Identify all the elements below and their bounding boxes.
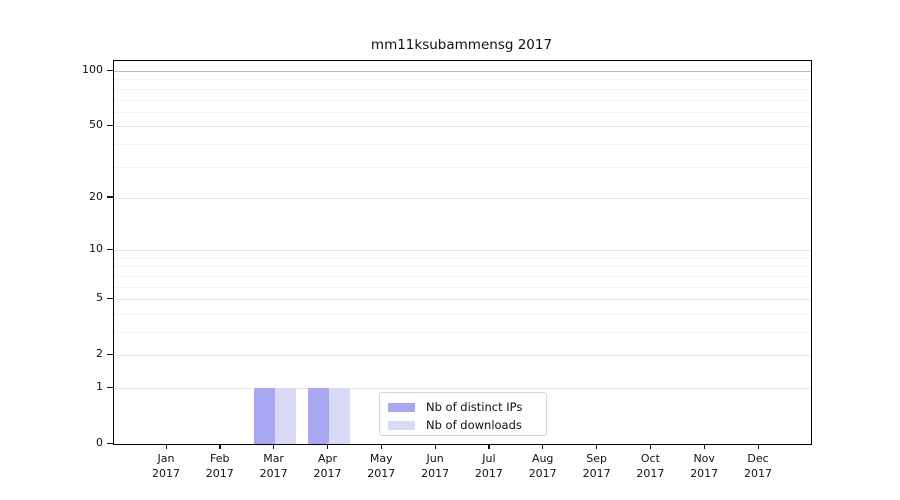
x-tick-label-oct: Oct 2017: [636, 452, 665, 480]
plot-area: Nb of distinct IPs Nb of downloads: [113, 60, 812, 445]
x-tick-mark: [596, 444, 598, 450]
legend-label-downloads: Nb of downloads: [426, 418, 522, 432]
x-tick-label-sep: Sep 2017: [582, 452, 611, 480]
x-tick-label-jun: Jun 2017: [421, 452, 450, 480]
x-tick-label-feb: Feb 2017: [205, 452, 234, 480]
y-tick-mark: [107, 297, 113, 299]
gridline-major: [114, 388, 811, 389]
gridline-minor: [114, 286, 811, 288]
y-tick-label: 100: [82, 63, 103, 76]
chart-title: mm11ksubammensg 2017: [370, 37, 553, 53]
legend-item-downloads: Nb of downloads: [388, 417, 537, 433]
y-tick-mark: [107, 248, 113, 250]
gridline-major: [114, 250, 811, 252]
gridline-minor: [114, 111, 811, 113]
x-tick-mark: [434, 444, 436, 450]
x-tick-mark: [757, 444, 759, 450]
gridline-minor: [114, 166, 811, 168]
gridline-minor: [114, 257, 811, 259]
x-tick-label-jul: Jul 2017: [474, 452, 503, 480]
gridline-minor: [114, 79, 811, 81]
gridline-major: [114, 197, 811, 199]
y-tick-mark: [107, 442, 113, 444]
y-tick-mark: [107, 124, 113, 126]
x-tick-label-mar: Mar 2017: [259, 452, 288, 480]
legend-item-distinct-ips: Nb of distinct IPs: [388, 399, 537, 415]
gridline-major: [114, 126, 811, 128]
gridline-major: [114, 71, 811, 72]
x-tick-mark: [273, 444, 275, 450]
x-tick-label-jan: Jan 2017: [152, 452, 180, 480]
x-tick-label-dec: Dec 2017: [744, 452, 772, 480]
y-tick-label: 20: [89, 189, 103, 203]
y-tick-mark: [107, 386, 113, 388]
y-tick-mark: [107, 69, 113, 71]
x-tick-mark: [219, 444, 221, 450]
legend-label-distinct-ips: Nb of distinct IPs: [426, 400, 523, 414]
y-tick-mark: [107, 353, 113, 355]
gridline-minor: [114, 143, 811, 145]
x-tick-mark: [649, 444, 652, 450]
gridline-minor: [114, 88, 811, 90]
x-tick-label-nov: Nov 2017: [690, 452, 719, 480]
x-tick-mark: [488, 444, 490, 450]
legend: Nb of distinct IPs Nb of downloads: [379, 392, 547, 436]
y-tick-label: 50: [89, 118, 103, 132]
bar-distinct-ips-mar: [253, 388, 275, 444]
gridline-minor: [114, 332, 811, 333]
y-tick-label: 5: [96, 291, 103, 305]
gridline-minor: [114, 275, 811, 277]
legend-swatch-downloads: [388, 420, 415, 430]
gridline-major: [114, 299, 811, 301]
x-tick-label-may: May 2017: [367, 452, 396, 480]
x-tick-mark: [165, 444, 167, 450]
x-tick-mark: [542, 444, 544, 450]
legend-swatch-distinct-ips: [388, 402, 415, 412]
x-tick-mark: [327, 444, 329, 450]
gridline-major: [114, 355, 811, 357]
y-tick-label: 1: [96, 380, 103, 393]
y-tick-mark: [107, 196, 113, 198]
gridline-minor: [114, 99, 811, 101]
y-tick-label: 10: [89, 242, 103, 256]
gridline-minor: [114, 266, 811, 268]
gridline-minor: [114, 313, 811, 315]
y-tick-label: 0: [96, 436, 103, 449]
x-tick-label-apr: Apr 2017: [313, 452, 342, 480]
x-tick-mark: [703, 444, 705, 450]
bar-downloads-mar: [274, 388, 296, 444]
y-tick-label: 2: [96, 347, 103, 361]
x-tick-mark: [380, 444, 383, 450]
bar-distinct-ips-apr: [307, 388, 329, 444]
x-tick-label-aug: Aug 2017: [528, 452, 557, 480]
bar-downloads-apr: [328, 388, 350, 444]
